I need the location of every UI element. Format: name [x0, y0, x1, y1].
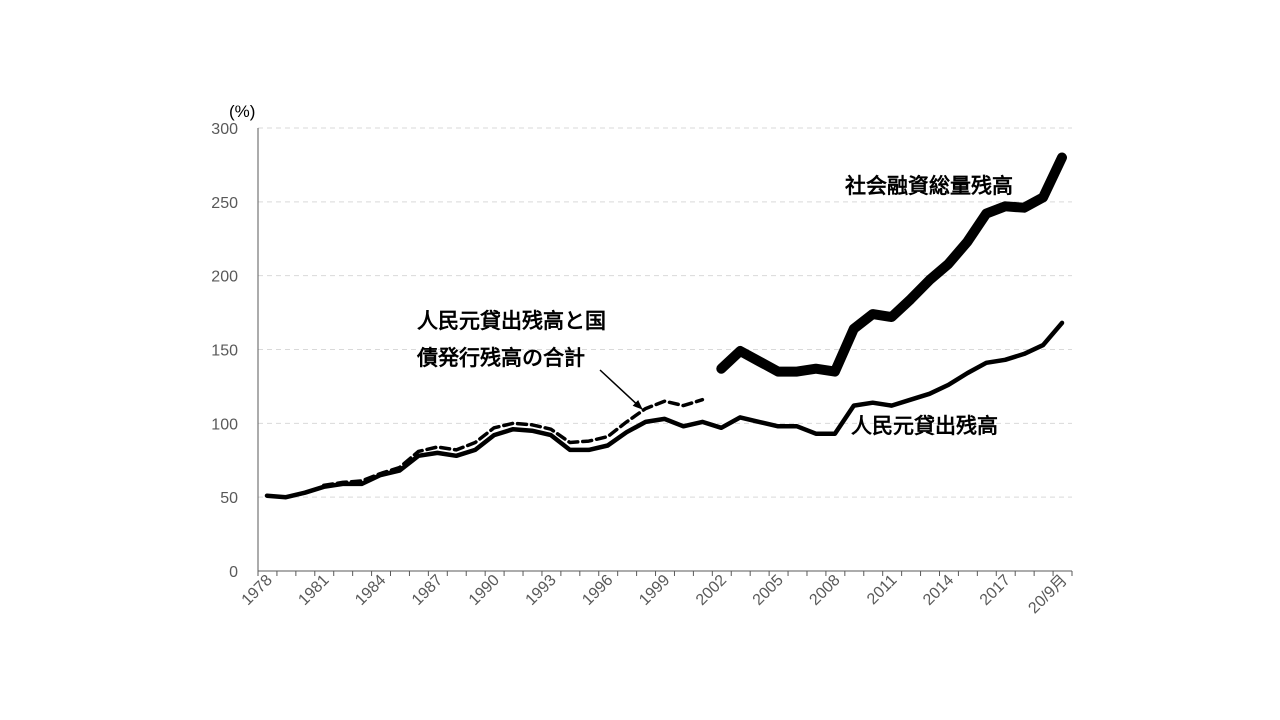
y-tick-label: 0 — [229, 564, 238, 581]
series-line-thick — [716, 152, 1067, 377]
x-tick-label: 1993 — [523, 572, 560, 609]
axes — [257, 128, 1072, 572]
x-tick-label: 20/9月 — [1025, 572, 1070, 617]
x-tick-label: 1987 — [409, 572, 446, 609]
x-tick-label: 1981 — [295, 572, 332, 609]
x-tick-label: 2011 — [864, 572, 900, 608]
x-tick-label: 1990 — [466, 572, 503, 609]
y-tick-label: 50 — [220, 490, 238, 507]
annotation-total-line2: 債発行残高の合計 — [416, 346, 585, 370]
series-line-dashed — [322, 397, 705, 488]
y-tick-label: 250 — [211, 195, 238, 212]
y-axis-ticks: 0 50 100 150 200 250 300 — [211, 121, 238, 581]
annotation-social-financing: 社会融資総量残高 — [844, 174, 1013, 198]
x-axis-ticks: 1978 1981 1984 1987 1990 1993 1996 1999 2002 2005… — [239, 571, 1073, 617]
y-tick-label: 200 — [211, 269, 238, 286]
annotation-arrow — [599, 369, 643, 410]
x-tick-label: 1996 — [579, 572, 616, 609]
x-tick-label: 2008 — [806, 572, 843, 609]
y-axis-unit-label: (%) — [229, 102, 255, 121]
x-tick-label: 1999 — [636, 572, 673, 609]
x-tick-label: 2017 — [977, 572, 1014, 609]
gridlines — [258, 127, 1072, 498]
x-tick-label: 2014 — [920, 572, 957, 609]
annotation-total-line1: 人民元貸出残高と国 — [417, 309, 606, 333]
annotation-rmb-loans: 人民元貸出残高 — [851, 414, 998, 438]
y-tick-label: 150 — [211, 343, 238, 360]
series-line-solid — [264, 320, 1065, 500]
x-tick-label: 2005 — [750, 572, 787, 609]
series-lines — [264, 152, 1067, 500]
y-tick-label: 100 — [211, 416, 238, 433]
x-tick-label: 1984 — [352, 572, 389, 609]
x-tick-label: 2002 — [693, 572, 730, 609]
x-tick-label: 1978 — [239, 572, 276, 609]
y-tick-label: 300 — [211, 121, 238, 138]
